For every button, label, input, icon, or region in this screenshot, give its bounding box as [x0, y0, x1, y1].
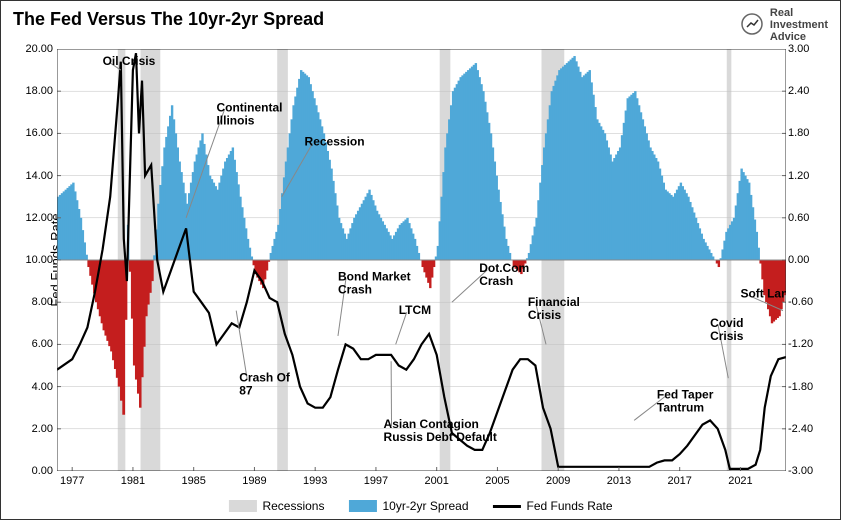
y-tick-left: 4.00 [23, 381, 53, 393]
x-tick: 1985 [181, 475, 205, 487]
svg-text:Crash: Crash [338, 282, 372, 296]
y-tick-right: 2.40 [788, 85, 818, 97]
y-tick-left: 10.00 [23, 254, 53, 266]
svg-text:Dot.Com: Dot.Com [479, 261, 529, 275]
y-tick-right: 0.60 [788, 212, 818, 224]
logo-line3: Advice [770, 31, 828, 43]
svg-text:Tantrum: Tantrum [657, 401, 704, 415]
logo-icon [741, 13, 763, 38]
y-tick-right: -1.20 [788, 338, 818, 350]
legend-swatch-spread [348, 500, 376, 512]
logo-line2: Investment [770, 19, 828, 31]
svg-text:Recession: Recession [305, 134, 365, 148]
y-tick-left: 8.00 [23, 296, 53, 308]
svg-text:Soft Landing: Soft Landing [740, 286, 786, 300]
svg-text:87: 87 [239, 384, 253, 398]
svg-text:Oil Crisis: Oil Crisis [103, 54, 156, 68]
svg-text:Fed Taper: Fed Taper [657, 388, 714, 402]
legend-swatch-recession [228, 500, 256, 512]
legend: Recessions 10yr-2yr Spread Fed Funds Rat… [228, 499, 612, 513]
y-tick-left: 20.00 [23, 43, 53, 55]
y-tick-left: 18.00 [23, 85, 53, 97]
y-tick-right: -3.00 [788, 465, 818, 477]
chart-title: The Fed Versus The 10yr-2yr Spread [13, 9, 324, 30]
svg-text:Crash Of: Crash Of [239, 371, 291, 385]
legend-recessions: Recessions [228, 499, 324, 513]
svg-text:Russis Debt Default: Russis Debt Default [384, 430, 497, 444]
svg-text:Bond Market: Bond Market [338, 269, 411, 283]
y-tick-left: 16.00 [23, 127, 53, 139]
svg-text:Crash: Crash [479, 274, 513, 288]
x-tick: 1981 [121, 475, 145, 487]
y-tick-right: 3.00 [788, 43, 818, 55]
logo-line1: Real [770, 7, 828, 19]
x-tick: 2013 [607, 475, 631, 487]
y-tick-right: 1.20 [788, 170, 818, 182]
svg-text:LTCM: LTCM [399, 303, 431, 317]
chart-container: The Fed Versus The 10yr-2yr Spread Real … [0, 0, 841, 520]
legend-label-recession: Recessions [262, 499, 324, 513]
x-tick: 2017 [667, 475, 691, 487]
x-tick: 1997 [364, 475, 388, 487]
svg-text:Financial: Financial [528, 295, 580, 309]
y-tick-left: 12.00 [23, 212, 53, 224]
y-tick-right: -0.60 [788, 296, 818, 308]
svg-text:Crisis: Crisis [528, 308, 562, 322]
y-tick-right: 0.00 [788, 254, 818, 266]
legend-label-fed: Fed Funds Rate [527, 499, 613, 513]
plot-svg: Oil Crisis ContinentalIllinois Recession Cr… [57, 49, 786, 471]
svg-text:Illinois: Illinois [216, 114, 254, 128]
y-tick-right: 1.80 [788, 127, 818, 139]
x-tick: 2021 [728, 475, 752, 487]
legend-fed: Fed Funds Rate [493, 499, 613, 513]
legend-label-spread: 10yr-2yr Spread [382, 499, 468, 513]
x-tick: 1993 [303, 475, 327, 487]
svg-text:Continental: Continental [216, 101, 282, 115]
x-tick: 1989 [242, 475, 266, 487]
y-tick-left: 6.00 [23, 338, 53, 350]
svg-text:Crisis: Crisis [710, 329, 744, 343]
y-tick-right: -1.80 [788, 381, 818, 393]
legend-line-fed [493, 505, 521, 508]
svg-text:Covid: Covid [710, 316, 743, 330]
svg-text:Asian Contagion: Asian Contagion [384, 417, 479, 431]
x-tick: 1977 [60, 475, 84, 487]
y-tick-left: 14.00 [23, 170, 53, 182]
y-tick-left: 0.00 [23, 465, 53, 477]
legend-spread: 10yr-2yr Spread [348, 499, 468, 513]
x-tick: 2005 [485, 475, 509, 487]
y-tick-right: -2.40 [788, 423, 818, 435]
logo: Real Investment Advice [741, 7, 828, 43]
x-tick: 2009 [546, 475, 570, 487]
y-tick-left: 2.00 [23, 423, 53, 435]
plot-area: Oil Crisis ContinentalIllinois Recession Cr… [57, 49, 784, 469]
x-tick: 2001 [424, 475, 448, 487]
